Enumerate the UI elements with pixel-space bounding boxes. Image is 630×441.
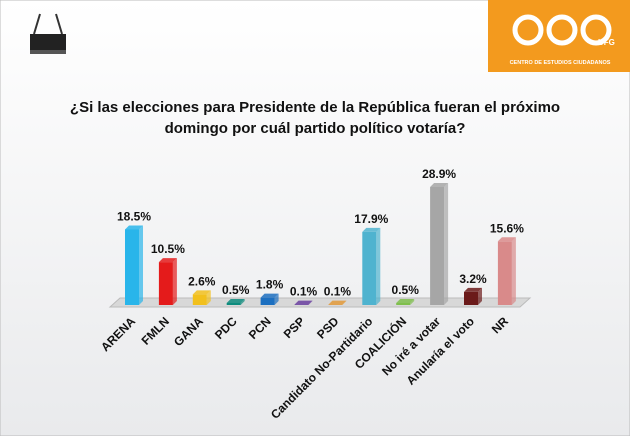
bar: [396, 303, 410, 305]
value-label: 0.1%: [324, 285, 352, 299]
bar: [193, 294, 207, 305]
logo-text: UFG: [598, 38, 615, 47]
bar: [125, 229, 139, 305]
chart-title: domingo por cuál partido político votarí…: [165, 120, 466, 137]
value-label: 0.1%: [290, 285, 318, 299]
bar: [498, 241, 512, 305]
value-label: 3.2%: [459, 272, 487, 286]
bar: [362, 232, 376, 305]
bar: [430, 187, 444, 305]
chart-title: ¿Si las elecciones para Presidente de la…: [70, 99, 560, 116]
value-label: 28.9%: [422, 167, 456, 181]
bar: [261, 298, 275, 305]
value-label: 0.5%: [392, 283, 420, 297]
bar: [464, 292, 478, 305]
value-label: 0.5%: [222, 283, 250, 297]
value-label: 17.9%: [354, 212, 388, 226]
value-label: 18.5%: [117, 209, 151, 223]
logo-caption: CENTRO DE ESTUDIOS CIUDADANOS: [510, 60, 611, 66]
bar: [227, 303, 241, 305]
value-label: 2.6%: [188, 274, 216, 288]
value-label: 15.6%: [490, 221, 524, 235]
bar-side: [139, 225, 143, 305]
bar-side: [444, 183, 448, 305]
bar: [159, 262, 173, 305]
bar-side: [376, 228, 380, 305]
bar-side: [512, 237, 516, 305]
value-label: 1.8%: [256, 278, 284, 292]
value-label: 10.5%: [151, 242, 185, 256]
bar-side: [173, 258, 177, 305]
